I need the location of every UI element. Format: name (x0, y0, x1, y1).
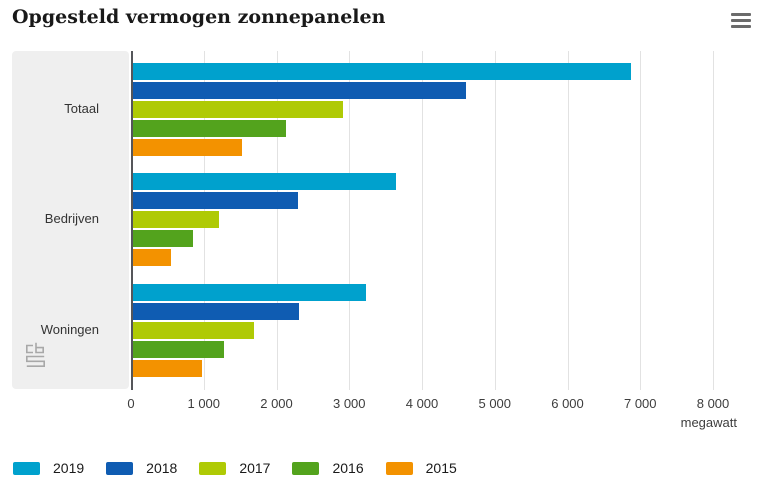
legend-label: 2015 (425, 460, 457, 476)
gridline (349, 51, 351, 390)
bar-2015-totaal[interactable] (133, 139, 242, 156)
chart-title: Opgesteld vermogen zonnepanelen (12, 6, 386, 28)
legend-item-2018[interactable]: 2018 (106, 460, 177, 476)
x-tick-label: 5 000 (478, 396, 512, 411)
bar-2016-bedrijven[interactable] (133, 230, 193, 247)
bar-2019-bedrijven[interactable] (133, 173, 396, 190)
legend-label: 2019 (53, 460, 85, 476)
bar-2016-totaal[interactable] (133, 120, 286, 137)
bar-2018-woningen[interactable] (133, 303, 299, 320)
plot-area (133, 51, 761, 390)
gridline (567, 51, 569, 390)
legend: 2019 2018 2017 2016 2015 (13, 460, 479, 476)
gridline (422, 51, 423, 390)
hamburger-menu-icon[interactable] (731, 13, 751, 28)
legend-item-2017[interactable]: 2017 (199, 460, 270, 476)
legend-swatch-2019 (13, 461, 40, 475)
category-panel (12, 51, 129, 389)
category-label-bedrijven: Bedrijven (44, 211, 99, 226)
x-tick-label: 2 000 (260, 396, 293, 411)
gridline (494, 51, 496, 390)
legend-swatch-2015 (385, 461, 413, 475)
category-label-totaal: Totaal (64, 101, 99, 116)
legend-swatch-2016 (292, 461, 320, 475)
cbs-logo (26, 342, 45, 367)
legend-swatch-2018 (106, 461, 134, 475)
bar-2019-totaal[interactable] (133, 63, 631, 80)
bar-2015-woningen[interactable] (133, 360, 202, 377)
x-tick-label: 6 000 (551, 396, 584, 411)
gridline (276, 51, 278, 390)
x-tick-label: 1 000 (187, 396, 221, 411)
bar-2017-bedrijven[interactable] (133, 211, 219, 228)
x-tick-label: 4 000 (405, 396, 439, 411)
legend-item-2019[interactable]: 2019 (13, 460, 84, 476)
bar-2015-bedrijven[interactable] (133, 249, 171, 266)
legend-item-2016[interactable]: 2016 (292, 460, 364, 476)
y-axis-line (131, 51, 133, 390)
x-tick-label: 0 (127, 396, 135, 411)
chart-area: Totaal Bedrijven Woningen (0, 51, 761, 390)
x-tick-label: 3 000 (332, 396, 366, 411)
gridline (713, 51, 714, 390)
bar-2019-woningen[interactable] (133, 284, 366, 301)
legend-label: 2018 (146, 460, 178, 476)
x-axis-unit-label: megawatt (680, 415, 737, 430)
gridline (640, 51, 642, 390)
x-tick-label: 7 000 (623, 396, 657, 411)
legend-label: 2016 (332, 460, 364, 476)
bar-2017-totaal[interactable] (133, 101, 343, 118)
bar-2017-woningen[interactable] (133, 322, 254, 339)
legend-item-2015[interactable]: 2015 (385, 460, 457, 476)
x-tick-label: 8 000 (696, 396, 730, 411)
bar-2016-woningen[interactable] (133, 341, 224, 358)
category-label-woningen: Woningen (40, 322, 99, 337)
bar-2018-totaal[interactable] (133, 82, 466, 99)
bar-2018-bedrijven[interactable] (133, 192, 298, 209)
legend-swatch-2017 (199, 461, 227, 475)
legend-label: 2017 (239, 460, 271, 476)
